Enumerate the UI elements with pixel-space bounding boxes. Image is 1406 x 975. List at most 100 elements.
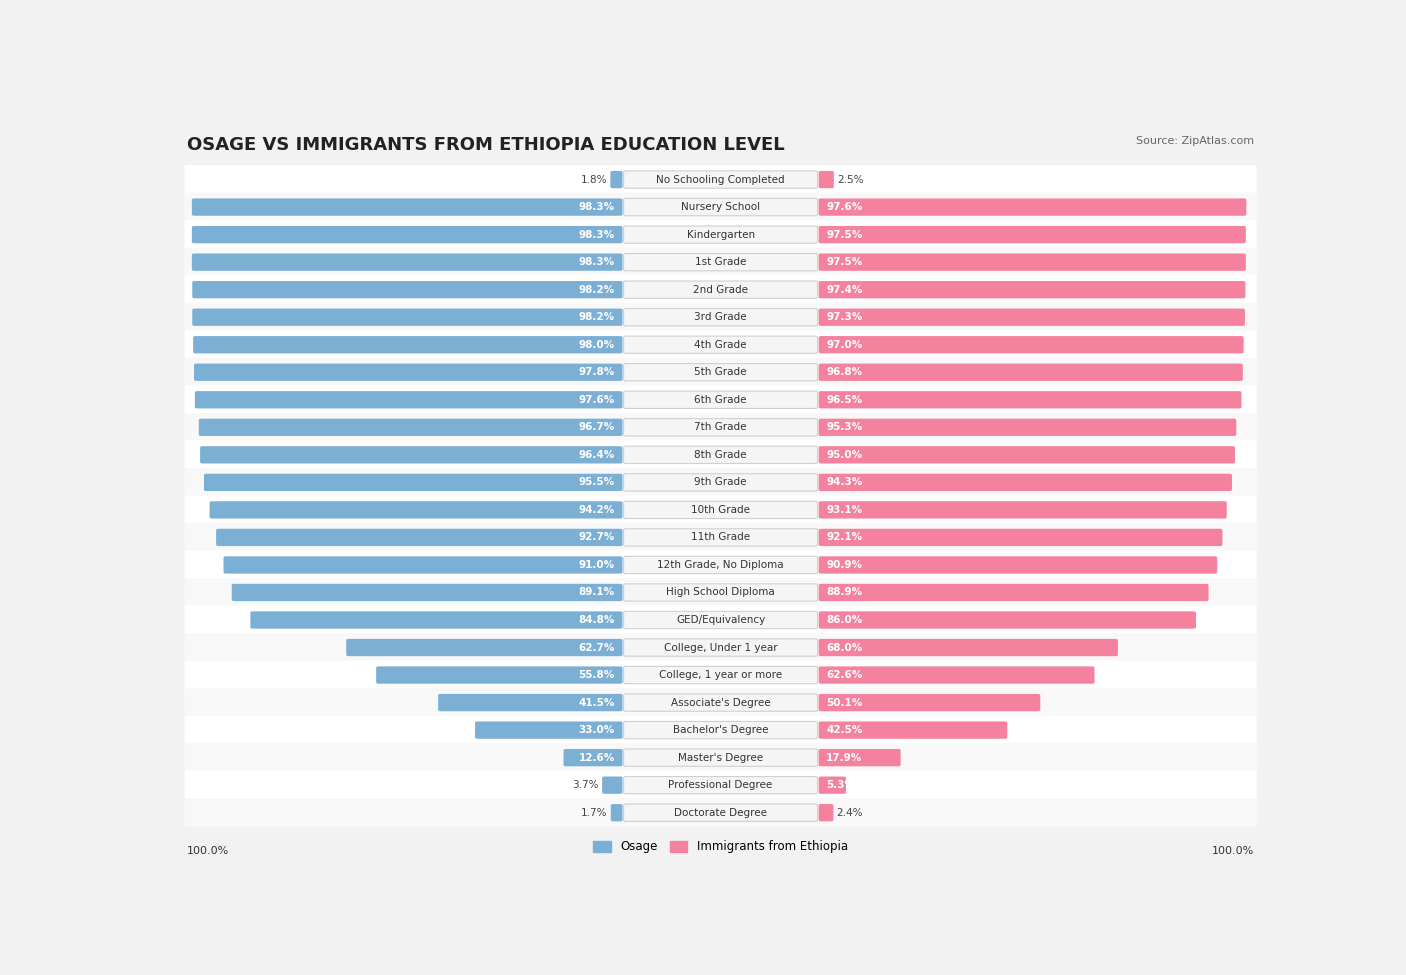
- FancyBboxPatch shape: [232, 584, 623, 602]
- FancyBboxPatch shape: [818, 611, 1197, 629]
- FancyBboxPatch shape: [193, 308, 623, 326]
- FancyBboxPatch shape: [184, 495, 1257, 525]
- Text: 86.0%: 86.0%: [827, 615, 862, 625]
- FancyBboxPatch shape: [184, 165, 1257, 194]
- Text: College, Under 1 year: College, Under 1 year: [664, 643, 778, 652]
- Text: High School Diploma: High School Diploma: [666, 588, 775, 598]
- FancyBboxPatch shape: [193, 281, 623, 298]
- FancyBboxPatch shape: [624, 308, 817, 326]
- FancyBboxPatch shape: [818, 281, 1246, 298]
- Text: 96.5%: 96.5%: [827, 395, 862, 405]
- Text: 98.2%: 98.2%: [579, 285, 614, 294]
- Text: 8th Grade: 8th Grade: [695, 449, 747, 460]
- Text: 2.5%: 2.5%: [837, 175, 863, 184]
- FancyBboxPatch shape: [624, 584, 817, 602]
- FancyBboxPatch shape: [191, 199, 623, 215]
- FancyBboxPatch shape: [624, 666, 817, 683]
- Text: 98.3%: 98.3%: [579, 202, 614, 213]
- FancyBboxPatch shape: [624, 528, 817, 546]
- Text: 97.6%: 97.6%: [579, 395, 614, 405]
- FancyBboxPatch shape: [184, 385, 1257, 414]
- FancyBboxPatch shape: [184, 770, 1257, 799]
- Text: 3.7%: 3.7%: [572, 780, 599, 790]
- Text: No Schooling Completed: No Schooling Completed: [657, 175, 785, 184]
- Text: 3rd Grade: 3rd Grade: [695, 312, 747, 322]
- Text: 100.0%: 100.0%: [187, 846, 229, 856]
- Text: 89.1%: 89.1%: [579, 588, 614, 598]
- FancyBboxPatch shape: [184, 358, 1257, 387]
- Text: 9th Grade: 9th Grade: [695, 478, 747, 488]
- FancyBboxPatch shape: [624, 418, 817, 436]
- FancyBboxPatch shape: [624, 199, 817, 215]
- Text: 33.0%: 33.0%: [579, 725, 614, 735]
- FancyBboxPatch shape: [475, 722, 623, 739]
- Text: 92.1%: 92.1%: [827, 532, 862, 542]
- FancyBboxPatch shape: [818, 199, 1246, 215]
- FancyBboxPatch shape: [818, 639, 1118, 656]
- FancyBboxPatch shape: [377, 666, 623, 683]
- FancyBboxPatch shape: [184, 605, 1257, 635]
- Text: Bachelor's Degree: Bachelor's Degree: [673, 725, 768, 735]
- FancyBboxPatch shape: [200, 447, 623, 463]
- Text: 50.1%: 50.1%: [827, 697, 862, 708]
- FancyBboxPatch shape: [818, 308, 1244, 326]
- FancyBboxPatch shape: [193, 336, 623, 353]
- Text: 2.4%: 2.4%: [837, 807, 863, 818]
- Legend: Osage, Immigrants from Ethiopia: Osage, Immigrants from Ethiopia: [589, 836, 852, 858]
- FancyBboxPatch shape: [184, 220, 1257, 249]
- Text: 6th Grade: 6th Grade: [695, 395, 747, 405]
- Text: 11th Grade: 11th Grade: [690, 532, 751, 542]
- FancyBboxPatch shape: [602, 776, 623, 794]
- FancyBboxPatch shape: [184, 799, 1257, 827]
- FancyBboxPatch shape: [250, 611, 623, 629]
- FancyBboxPatch shape: [184, 633, 1257, 662]
- Text: 5th Grade: 5th Grade: [695, 368, 747, 377]
- Text: 55.8%: 55.8%: [579, 670, 614, 680]
- Text: 88.9%: 88.9%: [827, 588, 862, 598]
- Text: 95.3%: 95.3%: [827, 422, 862, 432]
- FancyBboxPatch shape: [610, 804, 623, 821]
- FancyBboxPatch shape: [184, 412, 1257, 442]
- FancyBboxPatch shape: [439, 694, 623, 711]
- Text: 97.6%: 97.6%: [827, 202, 862, 213]
- FancyBboxPatch shape: [818, 418, 1236, 436]
- FancyBboxPatch shape: [184, 716, 1257, 745]
- FancyBboxPatch shape: [184, 441, 1257, 469]
- FancyBboxPatch shape: [818, 584, 1209, 602]
- FancyBboxPatch shape: [624, 336, 817, 353]
- Text: 100.0%: 100.0%: [1212, 846, 1254, 856]
- Text: 12.6%: 12.6%: [579, 753, 614, 762]
- Text: 94.3%: 94.3%: [827, 478, 862, 488]
- Text: Associate's Degree: Associate's Degree: [671, 697, 770, 708]
- Text: 1.7%: 1.7%: [581, 807, 607, 818]
- Text: 41.5%: 41.5%: [578, 697, 614, 708]
- FancyBboxPatch shape: [184, 523, 1257, 552]
- FancyBboxPatch shape: [184, 743, 1257, 772]
- Text: 62.6%: 62.6%: [827, 670, 862, 680]
- Text: 84.8%: 84.8%: [578, 615, 614, 625]
- Text: 7th Grade: 7th Grade: [695, 422, 747, 432]
- FancyBboxPatch shape: [818, 171, 834, 188]
- FancyBboxPatch shape: [184, 275, 1257, 304]
- FancyBboxPatch shape: [191, 226, 623, 244]
- Text: 94.2%: 94.2%: [579, 505, 614, 515]
- FancyBboxPatch shape: [184, 303, 1257, 332]
- FancyBboxPatch shape: [818, 364, 1243, 381]
- Text: Nursery School: Nursery School: [681, 202, 761, 213]
- FancyBboxPatch shape: [184, 661, 1257, 689]
- Text: 95.0%: 95.0%: [827, 449, 862, 460]
- Text: 97.8%: 97.8%: [579, 368, 614, 377]
- FancyBboxPatch shape: [624, 722, 817, 739]
- Text: OSAGE VS IMMIGRANTS FROM ETHIOPIA EDUCATION LEVEL: OSAGE VS IMMIGRANTS FROM ETHIOPIA EDUCAT…: [187, 136, 785, 154]
- FancyBboxPatch shape: [209, 501, 623, 519]
- FancyBboxPatch shape: [184, 551, 1257, 579]
- Text: 68.0%: 68.0%: [827, 643, 862, 652]
- FancyBboxPatch shape: [184, 578, 1257, 606]
- FancyBboxPatch shape: [818, 557, 1218, 573]
- FancyBboxPatch shape: [184, 331, 1257, 359]
- FancyBboxPatch shape: [184, 468, 1257, 497]
- FancyBboxPatch shape: [198, 418, 623, 436]
- Text: Professional Degree: Professional Degree: [668, 780, 773, 790]
- Text: 97.4%: 97.4%: [827, 285, 863, 294]
- Text: 98.3%: 98.3%: [579, 257, 614, 267]
